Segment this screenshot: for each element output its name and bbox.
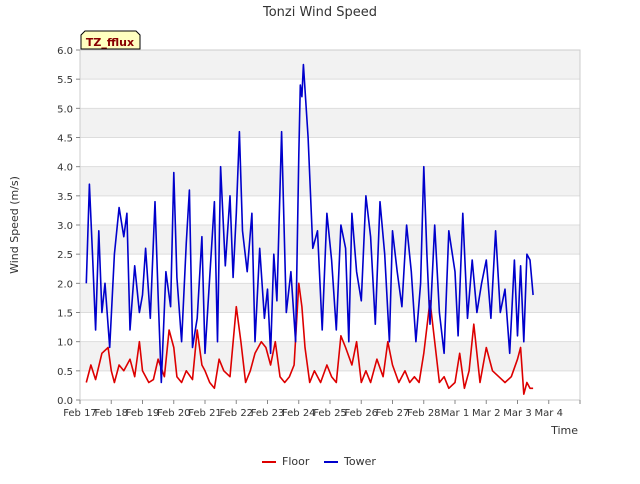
x-tick-label: Mar 4 <box>535 408 563 419</box>
y-tick-label: 4.0 <box>57 163 73 174</box>
x-tick-label: Feb 26 <box>344 408 378 419</box>
y-tick-label: 6.0 <box>57 46 73 57</box>
x-tick-label: Mar 2 <box>472 408 500 419</box>
y-tick-label: 5.5 <box>57 75 73 86</box>
x-tick-label: Mar 1 <box>441 408 469 419</box>
chart-title: Tonzi Wind Speed <box>262 5 377 20</box>
x-tick-label: Feb 23 <box>251 408 285 419</box>
plot-band <box>80 341 580 371</box>
y-axis-label: Wind Speed (m/s) <box>8 176 21 274</box>
series-line-tower <box>85 63 534 384</box>
y-tick-label: 2.0 <box>57 279 73 290</box>
y-axis: 0.0 0.5 1.0 1.5 2.0 2.5 3.0 3.5 4.0 4.5 5.0 5.5 6.0 <box>57 46 80 407</box>
plot-background-bands <box>80 50 580 371</box>
x-axis-label: Time <box>550 424 578 437</box>
annotation-label: TZ_fflux <box>86 36 134 49</box>
legend-floor-label: Floor <box>282 455 310 468</box>
x-tick-label: Feb 21 <box>188 408 222 419</box>
plot-band <box>80 283 580 313</box>
x-tick-label: Feb 24 <box>282 408 316 419</box>
x-tick-label: Feb 19 <box>126 408 160 419</box>
plot-band <box>80 166 580 196</box>
y-tick-label: 2.5 <box>57 250 73 261</box>
x-tick-label: Feb 22 <box>219 408 253 419</box>
x-tick-label: Feb 20 <box>157 408 191 419</box>
x-tick-label: Feb 25 <box>313 408 347 419</box>
x-tick-label: Feb 17 <box>63 408 97 419</box>
series-layer <box>85 63 534 396</box>
x-tick-label: Feb 18 <box>94 408 128 419</box>
legend-tower-label: Tower <box>343 455 376 468</box>
plot-band <box>80 50 580 80</box>
y-tick-label: 3.5 <box>57 192 73 203</box>
y-tick-label: 0.5 <box>57 367 73 378</box>
y-tick-label: 4.5 <box>57 134 73 145</box>
y-tick-label: 3.0 <box>57 221 73 232</box>
y-tick-label: 1.0 <box>57 338 73 349</box>
plot-band <box>80 108 580 138</box>
x-tick-label: Feb 27 <box>376 408 410 419</box>
series-line-floor <box>85 282 534 396</box>
y-tick-label: 1.5 <box>57 309 73 320</box>
y-tick-label: 0.0 <box>57 396 73 407</box>
legend: Floor Tower <box>262 455 376 468</box>
annotation-box-shape <box>80 30 141 50</box>
x-tick-label: Feb 28 <box>407 408 441 419</box>
x-tick-label: Mar 3 <box>503 408 531 419</box>
annotation-box: TZ_fflux <box>80 30 141 50</box>
y-tick-label: 5.0 <box>57 104 73 115</box>
